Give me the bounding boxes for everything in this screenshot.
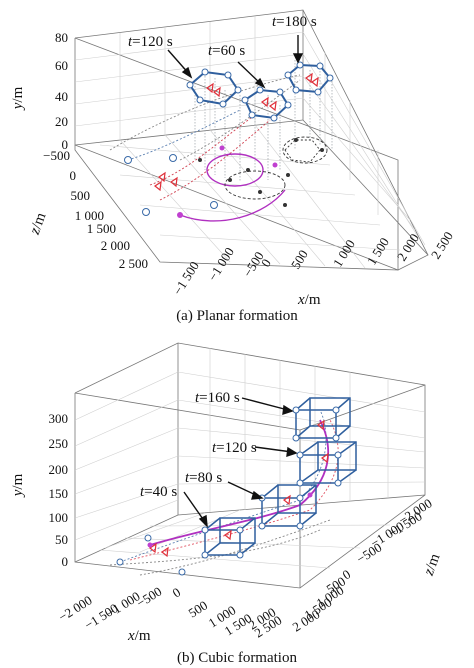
panel-a-obstacle-markers: [198, 138, 324, 207]
ytick: 80: [55, 30, 68, 45]
xtick: 0: [170, 584, 183, 600]
panel-a-targets: [153, 72, 319, 192]
ztick: 2 500: [119, 256, 148, 271]
ytick: 250: [49, 436, 69, 451]
panel-b-grid: [74, 348, 426, 569]
ytick: 150: [49, 486, 69, 501]
ytick: 100: [49, 510, 69, 525]
xtick: −1 500: [170, 259, 202, 298]
panel-a-annotation-180s: t=180 s: [272, 14, 317, 30]
ytick: 40: [55, 89, 68, 104]
panel-b-annotation-120s: t=120 s: [212, 440, 257, 456]
panel-b-targets: [148, 419, 329, 558]
panel-a-arrows: [167, 35, 304, 89]
panel-a-annotation-60s: t=60 s: [208, 43, 245, 59]
panel-b-ylabel: y/m: [10, 473, 26, 498]
ztick: 2 000: [101, 238, 130, 253]
panel-a-tracks: [109, 74, 301, 201]
panel-a-box: [74, 9, 429, 271]
panel-a-caption: (a) Planar formation: [176, 308, 298, 324]
panel-b-xticks: −2 000 −1 500 −1 000 −500 0 500 1 000 1 …: [56, 584, 285, 641]
panel-a-xticks: −1 500 −1 000 −500 0 500 1 000 1 500 2 0…: [170, 229, 456, 298]
ytick: 20: [55, 114, 68, 129]
panel-b-arrows: [183, 397, 298, 528]
panel-a-loops: [179, 136, 328, 222]
ytick: 300: [49, 411, 69, 426]
panel-b-annotation-80s: t=80 s: [185, 470, 222, 486]
xtick: 500: [288, 247, 311, 271]
panel-a-zlabel: z/m: [27, 210, 50, 237]
panel-a-yticks: 0 20 40 60 80: [55, 30, 68, 152]
panel-a-zticks: −500 0 500 1 000 1 500 2 000 2 500: [43, 148, 148, 271]
ytick: 200: [49, 462, 69, 477]
panel-b-zlabel: z/m: [421, 551, 444, 578]
xtick: 2 500: [428, 229, 456, 262]
ztick: 1 500: [87, 221, 116, 236]
ytick: 0: [62, 137, 69, 152]
panel-a: t=120 s t=60 s t=180 s 0 20 40 60 80 y/m…: [10, 9, 456, 324]
ytick: 60: [55, 58, 68, 73]
panel-a-grid: [74, 16, 426, 269]
panel-a-star-markers: [124, 61, 334, 216]
ztick: 1 000: [75, 208, 104, 223]
panel-a-xlabel: x/m: [297, 292, 321, 308]
panel-b: t=160 s t=120 s t=80 s t=40 s 0 50 100 1…: [10, 342, 444, 666]
ztick: 0: [70, 168, 77, 183]
panel-a-leader-markers: [177, 145, 278, 218]
ztick: 500: [71, 188, 91, 203]
ytick: 0: [62, 554, 69, 569]
panel-b-annotation-40s: t=40 s: [140, 484, 177, 500]
ytick: 50: [55, 532, 68, 547]
panel-b-formations: [204, 397, 357, 556]
panel-a-annotation-120s: t=120 s: [128, 34, 173, 50]
panel-b-caption: (b) Cubic formation: [177, 650, 297, 666]
panel-b-annotation-160s: t=160 s: [195, 390, 240, 406]
panel-b-leader-markers: [147, 492, 313, 548]
panel-b-xlabel: x/m: [127, 628, 151, 644]
xtick: 1 500: [364, 235, 392, 268]
panel-b-yticks: 0 50 100 150 200 250 300: [49, 411, 69, 569]
xtick: −500: [134, 584, 165, 611]
ztick: −500: [43, 148, 70, 163]
panel-a-ylabel: y/m: [10, 86, 26, 111]
